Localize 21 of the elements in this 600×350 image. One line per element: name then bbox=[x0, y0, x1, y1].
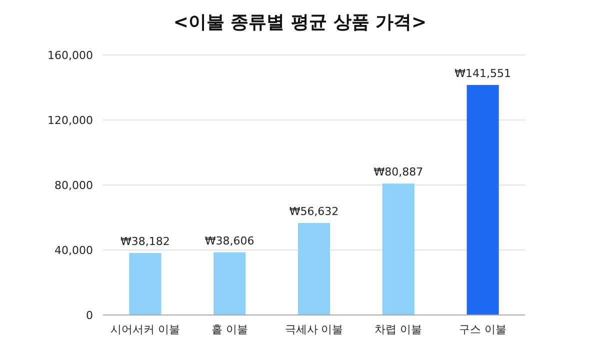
y-tick-label: 120,000 bbox=[48, 114, 93, 127]
chart-title: <이불 종류별 평균 상품 가격> bbox=[173, 12, 427, 33]
y-tick-label: 160,000 bbox=[48, 48, 93, 62]
x-tick-label: 구스 이불 bbox=[459, 323, 507, 336]
data-label: ₩56,632 bbox=[289, 204, 339, 218]
data-label: ₩141,551 bbox=[454, 66, 511, 80]
y-tick-label: 80,000 bbox=[54, 178, 93, 192]
x-tick-label: 차렵 이불 bbox=[374, 323, 422, 336]
y-tick-label: 40,000 bbox=[54, 244, 93, 257]
x-tick-label: 극세사 이불 bbox=[284, 323, 344, 336]
bar bbox=[214, 252, 246, 315]
x-tick-label: 시어서커 이불 bbox=[110, 323, 180, 336]
bar bbox=[129, 252, 162, 315]
data-label: ₩38,182 bbox=[120, 234, 170, 248]
data-label: ₩80,887 bbox=[374, 166, 424, 179]
x-tick-label: 홑 이불 bbox=[211, 323, 248, 336]
y-tick-label: 0 bbox=[86, 308, 93, 322]
bar bbox=[298, 222, 330, 315]
bar bbox=[466, 84, 499, 315]
bar bbox=[382, 184, 414, 315]
data-label: ₩38,606 bbox=[204, 234, 254, 248]
